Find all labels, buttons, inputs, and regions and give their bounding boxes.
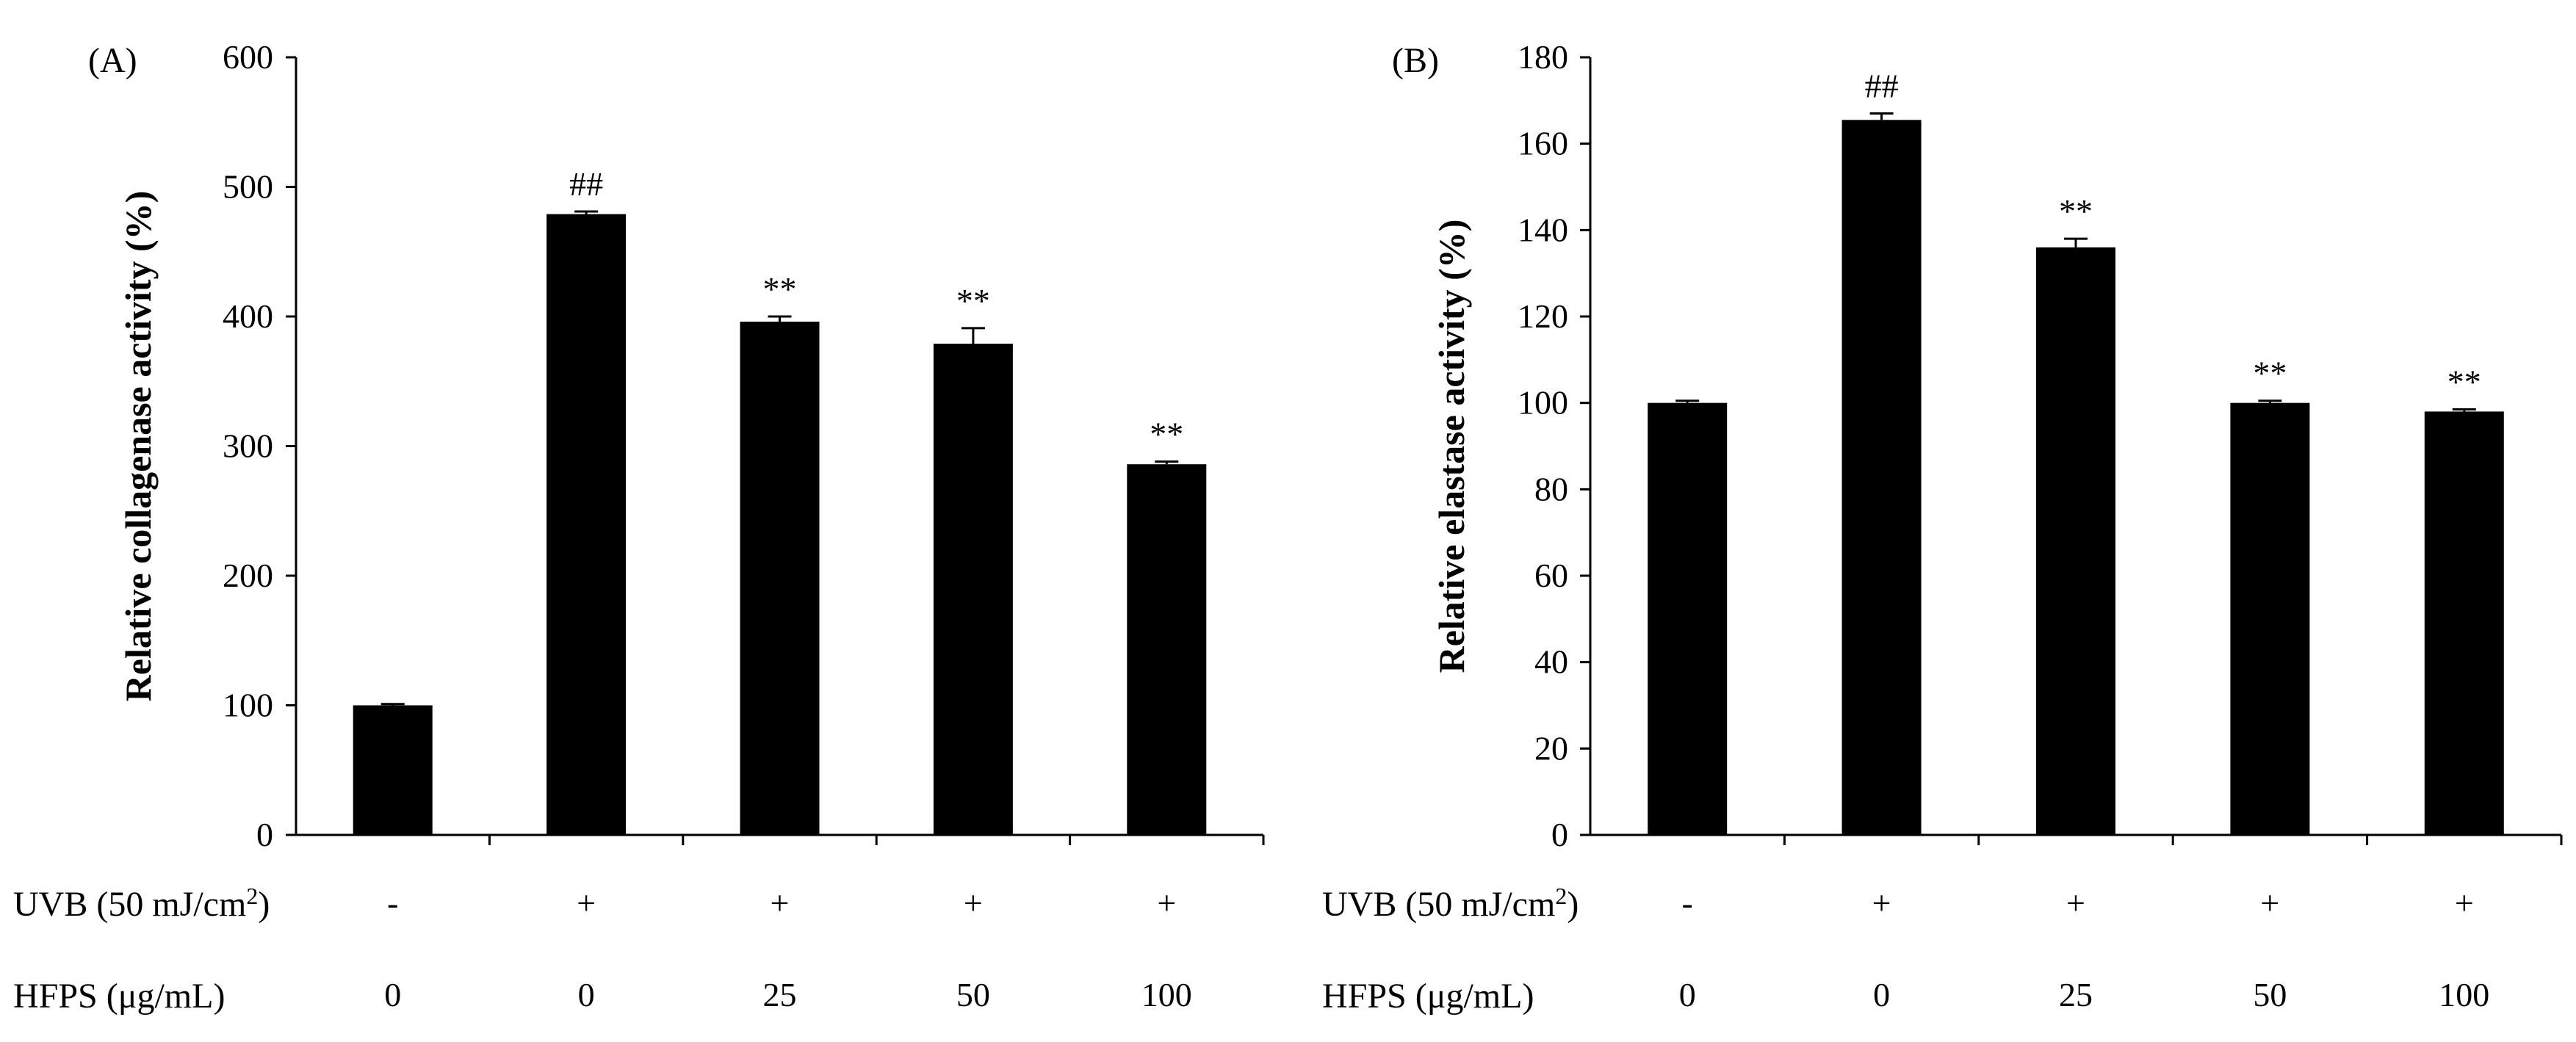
uvb-row-label-b: UVB (50 mJ/cm2) (1322, 883, 1579, 924)
hfps-value: 100 (1141, 976, 1192, 1013)
uvb-value: + (577, 884, 596, 922)
bar (546, 214, 627, 835)
uvb-value: - (1682, 884, 1693, 922)
y-tick-label: 140 (1518, 211, 1568, 248)
y-tick-label: 500 (223, 168, 273, 206)
hfps-value: 0 (1873, 976, 1890, 1013)
hfps-row-label-a: HFPS (μg/mL) (13, 977, 225, 1016)
uvb-row-label-a: UVB (50 mJ/cm2) (13, 883, 270, 924)
panel-label: (B) (1392, 41, 1439, 80)
y-tick-label: 600 (223, 38, 273, 76)
bar (1127, 464, 1207, 835)
uvb-value: + (964, 884, 983, 922)
uvb-value: + (771, 884, 790, 922)
y-axis-title: Relative elastase activity (%) (1431, 220, 1472, 673)
hfps-value: 0 (384, 976, 401, 1013)
y-tick-label: 200 (223, 557, 273, 594)
bar (2424, 411, 2504, 835)
y-tick-label: 0 (1551, 816, 1568, 853)
y-tick-label: 120 (1518, 297, 1568, 335)
bar (740, 322, 820, 835)
significance-label: ** (956, 282, 990, 319)
y-tick-label: 100 (223, 687, 273, 724)
bar (2230, 402, 2310, 835)
uvb-value: - (387, 884, 398, 922)
significance-label: ## (1865, 67, 1899, 104)
y-tick-label: 100 (1518, 384, 1568, 421)
bar (2036, 247, 2115, 835)
bar (933, 344, 1013, 835)
hfps-value: 0 (578, 976, 595, 1013)
y-tick-label: 300 (223, 427, 273, 465)
significance-label: ** (2253, 355, 2287, 392)
uvb-value: + (1872, 884, 1891, 922)
y-tick-label: 80 (1534, 470, 1568, 507)
significance-label: ** (2447, 363, 2481, 400)
panel-label: (A) (88, 41, 137, 80)
y-tick-label: 0 (256, 816, 273, 853)
y-tick-label: 40 (1534, 643, 1568, 681)
bar (1841, 120, 1922, 835)
y-tick-label: 160 (1518, 125, 1568, 162)
uvb-value: + (1157, 884, 1176, 922)
significance-label: ** (2059, 192, 2093, 230)
hfps-value: 50 (2253, 976, 2287, 1013)
uvb-value: + (2455, 884, 2474, 922)
hfps-row-label-b: HFPS (μg/mL) (1322, 977, 1534, 1016)
y-tick-label: 60 (1534, 557, 1568, 594)
chart-panel-a: 0 100 200 300 400 500 600 - 0 ## +0 ** +25 ** +50 ** +10… (88, 38, 1265, 1013)
uvb-value: + (2260, 884, 2279, 922)
bar (353, 705, 433, 835)
uvb-value: + (2066, 884, 2085, 922)
y-axis-title: Relative collagenase activity (%) (118, 191, 159, 702)
y-tick-label: 180 (1518, 38, 1568, 76)
significance-label: ** (763, 270, 797, 308)
significance-label: ## (569, 165, 603, 203)
hfps-value: 25 (763, 976, 797, 1013)
hfps-value: 50 (956, 976, 990, 1013)
bar (1648, 402, 1728, 835)
y-tick-label: 400 (223, 297, 273, 335)
chart-panel-b: 0 20 40 60 80 100 120 140 160 180 - 0 ## +0 ** +25 ** +50… (1392, 38, 2563, 1013)
hfps-value: 0 (1679, 976, 1696, 1013)
y-tick-label: 20 (1534, 729, 1568, 767)
hfps-value: 100 (2439, 976, 2489, 1013)
significance-label: ** (1150, 416, 1183, 453)
hfps-value: 25 (2059, 976, 2093, 1013)
